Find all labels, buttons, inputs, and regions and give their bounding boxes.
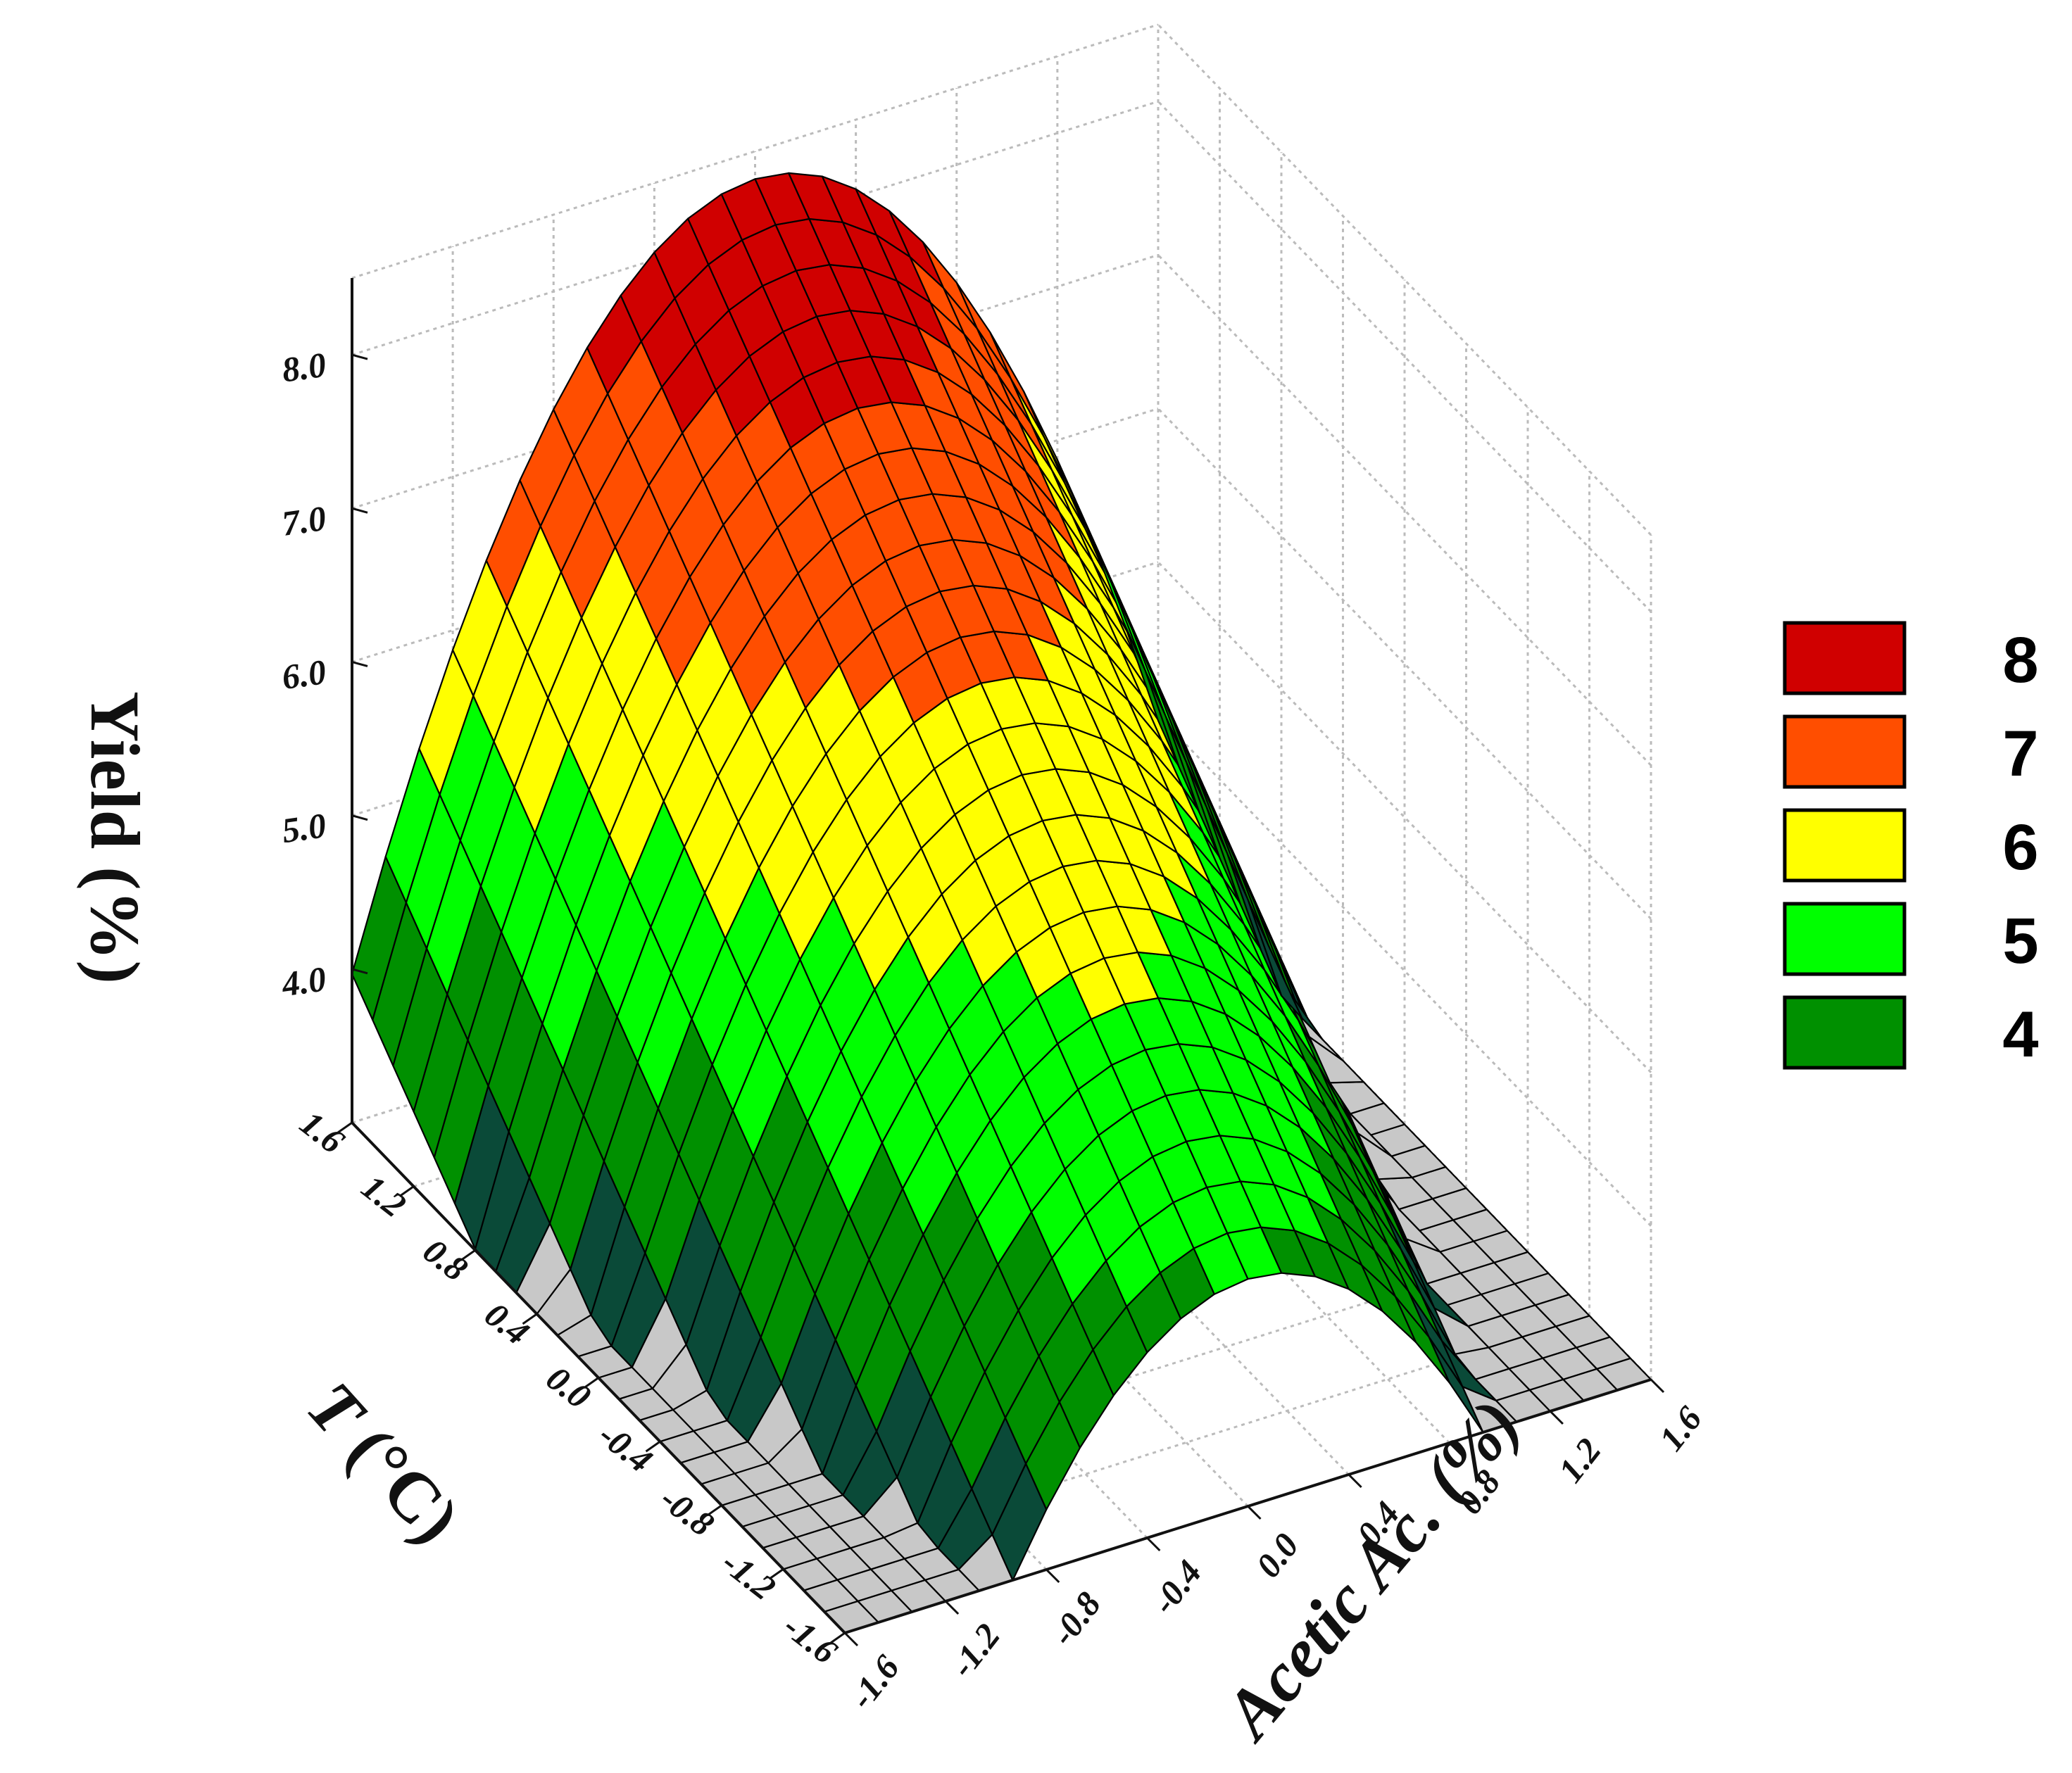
grid-line <box>1157 101 1652 613</box>
x-tick-label: 0.0 <box>1248 1526 1307 1585</box>
x-tick-mark <box>1146 1537 1161 1552</box>
x-tick-mark <box>1650 1378 1665 1394</box>
y-tick-mark <box>460 1249 476 1261</box>
legend-label: 6 <box>2002 812 2038 883</box>
z-tick-mark <box>351 353 368 360</box>
x-tick-label: -1.6 <box>841 1648 907 1716</box>
grid-line <box>1157 714 1652 1227</box>
grid-line <box>1157 561 1652 1073</box>
legend-swatch <box>1783 902 1907 976</box>
x-tick-mark <box>1348 1473 1362 1489</box>
legend-label: 5 <box>2002 905 2038 977</box>
z-tick-label: 8.0 <box>280 345 329 390</box>
legend-swatch <box>1783 808 1907 883</box>
x-tick-label: -0.8 <box>1043 1584 1108 1653</box>
x-tick-mark <box>1247 1505 1262 1520</box>
y-axis-title: T (°C) <box>292 1367 475 1558</box>
legend-label: 7 <box>2002 718 2038 790</box>
z-tick-label: 6.0 <box>280 652 329 697</box>
z-tick-label: 4.0 <box>279 959 329 1004</box>
legend: 8 7 6 5 4 <box>1783 621 2039 1071</box>
legend-label: 8 <box>2002 624 2038 696</box>
z-tick-mark <box>351 507 368 514</box>
z-tick-mark <box>351 814 368 821</box>
y-tick-mark <box>522 1313 538 1325</box>
legend-label: 4 <box>2002 999 2038 1071</box>
legend-swatch <box>1783 621 1907 695</box>
y-tick-mark <box>584 1377 599 1389</box>
x-axis-title: Acetic Ac. (%) <box>1207 1385 1536 1755</box>
y-tick-mark <box>337 1121 353 1134</box>
legend-swatch <box>1783 714 1907 789</box>
x-tick-mark <box>1549 1410 1564 1425</box>
z-tick-mark <box>351 968 368 975</box>
x-tick-label: 1.6 <box>1651 1399 1709 1458</box>
x-tick-mark <box>843 1632 859 1647</box>
y-tick-label: 1.6 <box>293 1103 352 1161</box>
grid-line <box>1157 408 1652 920</box>
response-surface <box>351 172 1652 1634</box>
grid-line <box>351 23 1159 279</box>
surface-cell <box>1124 623 1180 768</box>
y-tick-mark <box>830 1632 846 1644</box>
y-tick-mark <box>707 1504 722 1516</box>
x-tick-label: 1.2 <box>1550 1431 1609 1490</box>
grid-line <box>1157 23 1652 536</box>
x-tick-mark <box>945 1600 960 1615</box>
y-tick-mark <box>645 1440 661 1453</box>
z-tick-mark <box>351 661 368 667</box>
x-tick-label: -0.4 <box>1144 1553 1210 1621</box>
legend-swatch <box>1783 995 1907 1070</box>
grid-line <box>351 253 1159 510</box>
z-axis-title: Yield (%) <box>76 691 154 984</box>
x-tick-mark <box>1046 1568 1060 1584</box>
z-tick-label: 7.0 <box>280 498 329 543</box>
grid-line <box>1157 254 1652 766</box>
z-tick-label: 5.0 <box>280 805 329 850</box>
z-axis-ticks: 4.0 5.0 6.0 7.0 8.0 <box>279 345 368 1004</box>
x-tick-label: -1.2 <box>942 1616 1007 1684</box>
x-tick-mark <box>1448 1441 1463 1457</box>
y-tick-mark <box>398 1185 415 1197</box>
y-tick-mark <box>768 1568 784 1580</box>
grid-line <box>351 100 1159 356</box>
